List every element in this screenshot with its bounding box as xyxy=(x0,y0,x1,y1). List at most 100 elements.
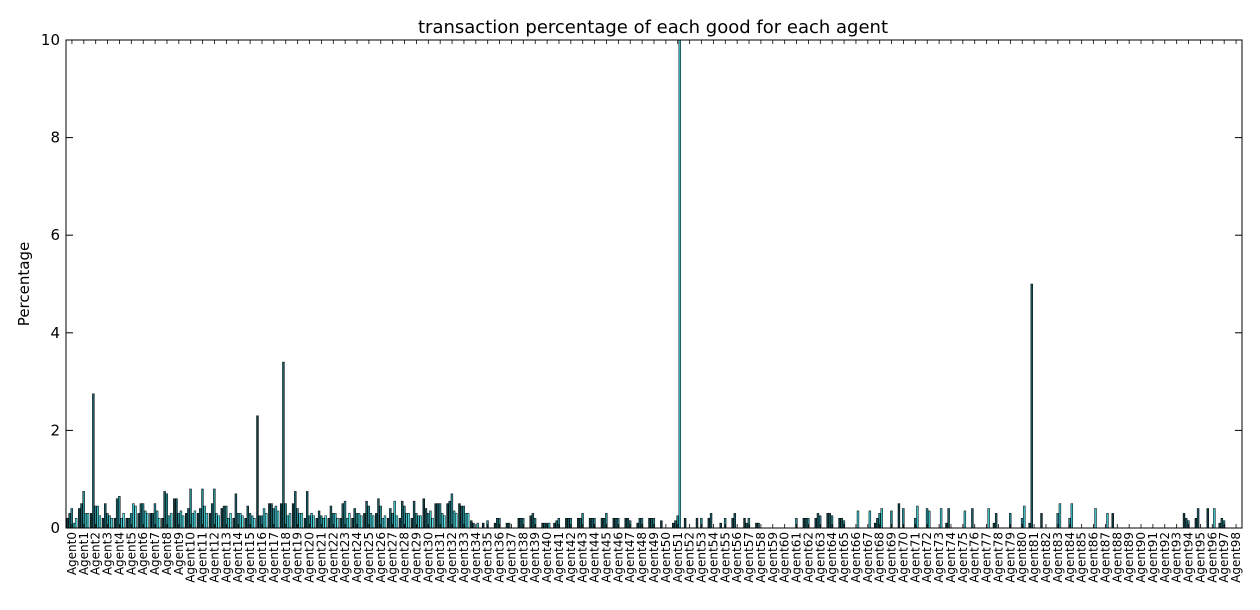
bar xyxy=(92,393,95,529)
bar xyxy=(395,515,399,529)
bar xyxy=(547,522,551,529)
x-tick-label: Agent15 xyxy=(243,532,257,583)
x-ticks-group: Agent0Agent1Agent2Agent3Agent4Agent5Agen… xyxy=(65,40,1243,583)
bar xyxy=(324,515,327,529)
bar xyxy=(365,500,368,529)
bar xyxy=(234,493,238,529)
bar xyxy=(674,520,677,529)
bar xyxy=(363,513,366,529)
bar xyxy=(165,493,169,529)
bar xyxy=(353,508,356,529)
bar xyxy=(994,513,998,529)
x-tick-label: Agent30 xyxy=(421,532,435,583)
bar xyxy=(614,517,618,529)
x-tick-label: Agent18 xyxy=(279,532,293,583)
bar xyxy=(947,508,950,529)
x-tick-label: Agent1 xyxy=(77,532,91,575)
bar xyxy=(987,508,990,529)
x-tick-label: Agent68 xyxy=(873,532,887,583)
x-tick-label: Agent0 xyxy=(65,532,79,575)
x-tick-label: Agent38 xyxy=(516,532,530,583)
bar xyxy=(393,500,396,529)
x-tick-label: Agent6 xyxy=(136,532,150,575)
bar xyxy=(626,517,630,529)
bar xyxy=(683,517,687,529)
x-tick-label: Agent98 xyxy=(1229,532,1243,583)
x-tick-label: Agent73 xyxy=(932,532,946,583)
bar xyxy=(446,503,449,529)
bar xyxy=(422,498,425,529)
bar xyxy=(531,513,535,529)
bar xyxy=(205,513,209,529)
bar xyxy=(389,508,392,529)
x-tick-label: Agent3 xyxy=(101,532,115,575)
bar xyxy=(405,513,408,529)
bar xyxy=(127,517,131,529)
bar xyxy=(709,513,713,529)
y-tick-label: 2 xyxy=(50,421,60,439)
bar xyxy=(334,513,337,529)
bar xyxy=(110,517,113,529)
bar xyxy=(187,508,190,529)
bar xyxy=(341,503,345,529)
x-tick-label: Agent16 xyxy=(255,532,269,583)
x-tick-label: Agent92 xyxy=(1158,532,1172,583)
x-tick-label: Agent54 xyxy=(706,532,720,583)
x-tick-label: Agent11 xyxy=(196,532,210,583)
bar xyxy=(256,415,259,529)
bar xyxy=(963,510,967,529)
bar xyxy=(113,517,117,529)
x-tick-label: Agent46 xyxy=(611,532,625,583)
bar xyxy=(208,513,212,529)
bar xyxy=(300,513,304,529)
x-tick-label: Agent85 xyxy=(1075,532,1089,583)
bar xyxy=(971,508,974,529)
bar xyxy=(137,513,140,529)
bar xyxy=(101,517,105,529)
bar xyxy=(828,513,832,529)
bar xyxy=(565,517,568,529)
x-tick-label: Agent91 xyxy=(1146,532,1160,583)
bar xyxy=(1185,517,1188,529)
bar xyxy=(429,510,432,529)
bar xyxy=(695,517,699,529)
x-tick-label: Agent97 xyxy=(1217,532,1231,583)
bar xyxy=(210,503,214,529)
bar xyxy=(181,515,185,529)
bar xyxy=(410,517,414,529)
x-tick-label: Agent42 xyxy=(564,532,578,583)
bar xyxy=(96,505,99,529)
bar xyxy=(458,503,461,529)
bar xyxy=(191,513,194,529)
bar xyxy=(431,517,434,529)
bar xyxy=(144,510,147,529)
bar xyxy=(82,491,85,529)
x-tick-label: Agent79 xyxy=(1003,532,1017,583)
bar xyxy=(229,513,232,529)
bar xyxy=(286,515,289,529)
bar xyxy=(916,505,919,529)
x-tick-label: Agent12 xyxy=(207,532,221,583)
x-tick-label: Agent28 xyxy=(398,532,412,583)
y-tick-label: 8 xyxy=(50,129,60,147)
bar xyxy=(139,503,143,529)
bar xyxy=(1106,513,1109,529)
x-tick-label: Agent95 xyxy=(1193,532,1207,583)
bar xyxy=(253,517,256,529)
bar xyxy=(196,513,200,529)
bar xyxy=(303,517,307,529)
x-tick-label: Agent69 xyxy=(885,532,899,583)
x-tick-label: Agent83 xyxy=(1051,532,1065,583)
y-tick-label: 0 xyxy=(50,519,60,537)
bar xyxy=(577,517,580,529)
x-tick-label: Agent76 xyxy=(968,532,982,583)
bar xyxy=(638,517,641,529)
bar xyxy=(731,517,734,529)
bar xyxy=(436,503,440,529)
y-axis-label: Percentage xyxy=(15,242,33,326)
bar xyxy=(1220,517,1224,529)
x-tick-label: Agent36 xyxy=(493,532,507,583)
bar xyxy=(72,522,76,529)
bar xyxy=(232,517,235,529)
bar xyxy=(507,522,511,529)
